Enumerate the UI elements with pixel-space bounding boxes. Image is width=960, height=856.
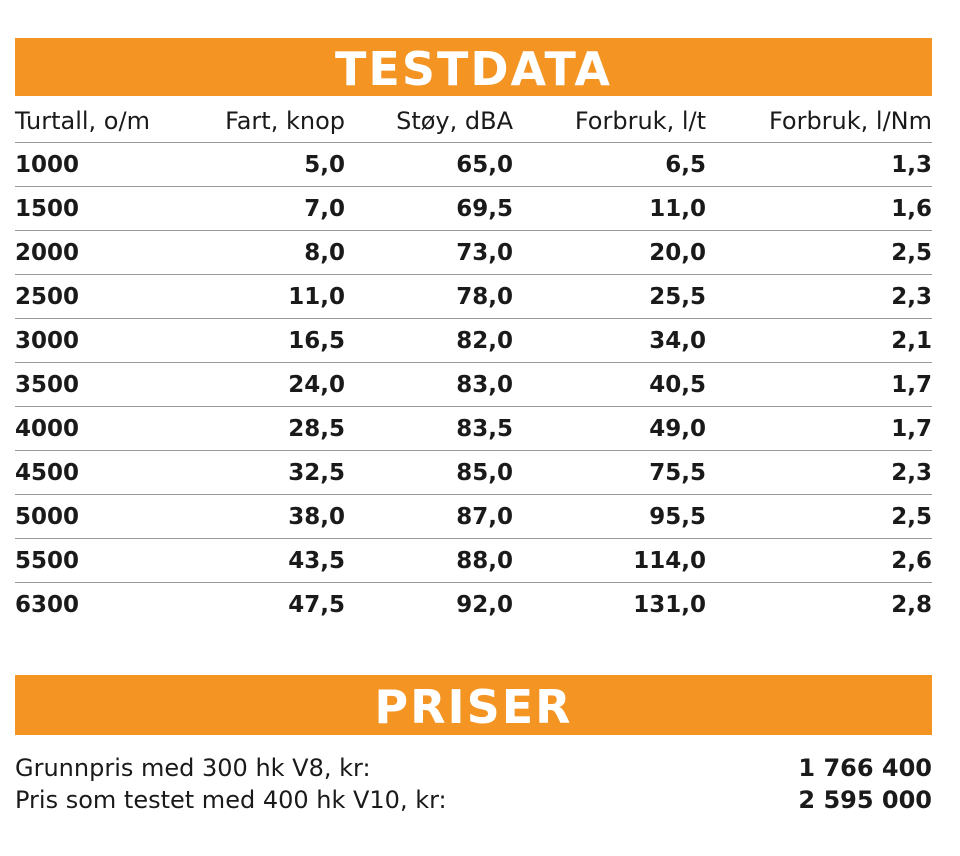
cell-noise: 87,0	[345, 494, 513, 539]
testdata-title: TESTDATA	[335, 42, 612, 96]
table-row: 4500 32,5 85,0 75,5 2,3	[15, 450, 932, 495]
cell-noise: 78,0	[345, 274, 513, 319]
table-row: 5500 43,5 88,0 114,0 2,6	[15, 538, 932, 583]
cell-consumption-per-nm: 1,3	[706, 142, 932, 187]
cell-consumption-per-hour: 20,0	[513, 230, 706, 275]
cell-rpm: 3000	[15, 318, 190, 363]
cell-rpm: 5500	[15, 538, 190, 583]
header-rpm: Turtall, o/m	[15, 100, 190, 143]
cell-consumption-per-hour: 40,5	[513, 362, 706, 407]
cell-consumption-per-nm: 1,7	[706, 406, 932, 451]
cell-speed: 16,5	[190, 318, 345, 363]
table-row: 6300 47,5 92,0 131,0 2,8	[15, 583, 932, 627]
table-row: 3500 24,0 83,0 40,5 1,7	[15, 362, 932, 407]
cell-noise: 83,0	[345, 362, 513, 407]
cell-rpm: 3500	[15, 362, 190, 407]
cell-speed: 47,5	[288, 591, 345, 618]
cell-noise: 85,0	[345, 450, 513, 495]
cell-consumption-per-nm: 2,1	[706, 318, 932, 363]
cell-consumption-per-nm: 2,3	[706, 450, 932, 495]
cell-rpm: 4500	[15, 450, 190, 495]
cell-noise: 83,5	[345, 406, 513, 451]
cell-speed: 38,0	[190, 494, 345, 539]
table-row: 2500 11,0 78,0 25,5 2,3	[15, 274, 932, 319]
cell-noise: 92,0	[456, 591, 513, 618]
cell-rpm: 1500	[15, 186, 190, 231]
cell-noise: 65,0	[345, 142, 513, 187]
cell-noise: 82,0	[345, 318, 513, 363]
price-row-tested: Pris som testet med 400 hk V10, kr: 2 59…	[15, 784, 932, 816]
cell-speed: 8,0	[190, 230, 345, 275]
cell-rpm: 4000	[15, 406, 190, 451]
cell-consumption-per-hour: 114,0	[513, 538, 706, 583]
table-row: 5000 38,0 87,0 95,5 2,5	[15, 494, 932, 539]
cell-speed: 7,0	[190, 186, 345, 231]
table-row: 1000 5,0 65,0 6,5 1,3	[15, 142, 932, 187]
cell-rpm: 2500	[15, 274, 190, 319]
cell-consumption-per-nm: 2,3	[706, 274, 932, 319]
header-consumption-per-hour: Forbruk, l/t	[513, 100, 706, 143]
cell-speed: 11,0	[190, 274, 345, 319]
header-speed: Fart, knop	[190, 100, 345, 143]
table-header-row: Turtall, o/m Fart, knop Støy, dBA Forbru…	[15, 100, 932, 143]
cell-consumption-per-hour: 75,5	[513, 450, 706, 495]
cell-speed: 32,5	[190, 450, 345, 495]
cell-rpm: 2000	[15, 230, 190, 275]
priser-title: PRISER	[374, 680, 573, 734]
price-value-base: 1 766 400	[798, 754, 932, 782]
price-row-base: Grunnpris med 300 hk V8, kr: 1 766 400	[15, 752, 932, 784]
table-row: 2000 8,0 73,0 20,0 2,5	[15, 230, 932, 275]
cell-consumption-per-hour: 6,5	[513, 142, 706, 187]
cell-noise: 73,0	[345, 230, 513, 275]
table-row: 3000 16,5 82,0 34,0 2,1	[15, 318, 932, 363]
cell-consumption-per-hour: 131,0	[633, 591, 706, 618]
cell-consumption-per-nm: 1,7	[706, 362, 932, 407]
table-row: 4000 28,5 83,5 49,0 1,7	[15, 406, 932, 451]
cell-rpm: 5000	[15, 494, 190, 539]
price-label-tested: Pris som testet med 400 hk V10, kr:	[15, 786, 447, 814]
cell-consumption-per-nm: 2,5	[706, 494, 932, 539]
testdata-table: Turtall, o/m Fart, knop Støy, dBA Forbru…	[15, 100, 932, 626]
cell-consumption-per-hour: 34,0	[513, 318, 706, 363]
cell-consumption-per-hour: 25,5	[513, 274, 706, 319]
price-value-tested: 2 595 000	[798, 786, 932, 814]
cell-consumption-per-hour: 11,0	[513, 186, 706, 231]
cell-noise: 88,0	[345, 538, 513, 583]
cell-rpm: 1000	[15, 142, 190, 187]
table-row: 1500 7,0 69,5 11,0 1,6	[15, 186, 932, 231]
cell-speed: 43,5	[190, 538, 345, 583]
price-list: Grunnpris med 300 hk V8, kr: 1 766 400 P…	[15, 752, 932, 816]
cell-speed: 24,0	[190, 362, 345, 407]
cell-noise: 69,5	[345, 186, 513, 231]
header-noise: Støy, dBA	[345, 100, 513, 143]
cell-speed: 28,5	[190, 406, 345, 451]
cell-rpm: 6300	[15, 591, 80, 618]
cell-consumption-per-nm: 2,6	[706, 538, 932, 583]
cell-speed: 5,0	[190, 142, 345, 187]
priser-banner: PRISER	[15, 675, 932, 735]
cell-consumption-per-hour: 49,0	[513, 406, 706, 451]
price-label-base: Grunnpris med 300 hk V8, kr:	[15, 754, 371, 782]
testdata-banner: TESTDATA	[15, 38, 932, 96]
header-consumption-per-nm: Forbruk, l/Nm	[706, 100, 932, 143]
cell-consumption-per-nm: 2,5	[706, 230, 932, 275]
cell-consumption-per-nm: 1,6	[706, 186, 932, 231]
cell-consumption-per-nm: 2,8	[891, 591, 932, 618]
cell-consumption-per-hour: 95,5	[513, 494, 706, 539]
